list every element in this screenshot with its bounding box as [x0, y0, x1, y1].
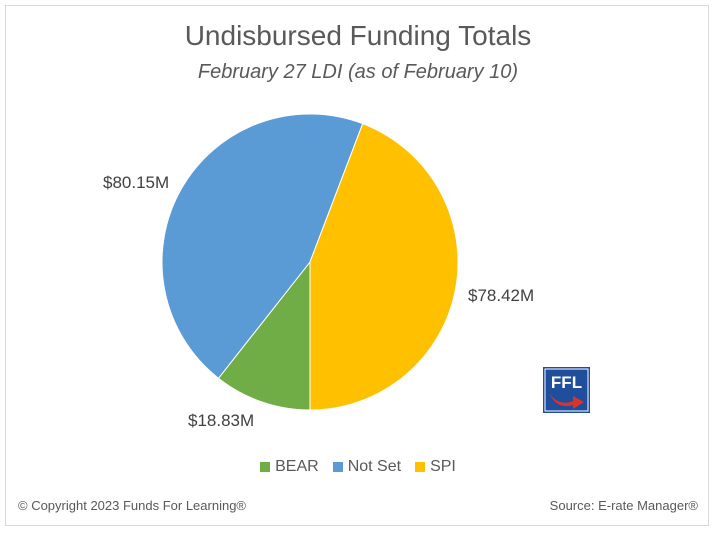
data-label-not-set: $80.15M	[103, 173, 170, 192]
legend-label-spi: SPI	[430, 458, 456, 475]
data-label-bear: $18.83M	[188, 411, 255, 430]
legend-label-bear: BEAR	[275, 458, 319, 475]
data-label-spi: $78.42M	[468, 286, 535, 305]
chart-subtitle: February 27 LDI (as of February 10)	[197, 61, 519, 83]
legend-label-not-set: Not Set	[347, 458, 402, 475]
legend-item-bear: BEAR	[260, 458, 319, 476]
chart-title: Undisbursed Funding Totals	[184, 20, 532, 51]
pie-slice-spi	[309, 123, 459, 411]
copyright-text: © Copyright 2023 Funds For Learning®	[18, 498, 247, 513]
ffl-logo: FFL	[543, 367, 590, 413]
legend-swatch-not-set	[332, 462, 343, 472]
pie-slice-bear	[217, 260, 311, 411]
source-text: Source: E-rate Manager®	[549, 498, 698, 513]
pie-slice-not-set	[161, 113, 364, 379]
legend-swatch-spi	[415, 462, 426, 472]
svg-text:FFL: FFL	[551, 373, 582, 392]
legend-item-spi: SPI	[415, 458, 456, 476]
chart-legend: BEAR Not Set SPI	[0, 458, 716, 476]
legend-swatch-bear	[260, 462, 271, 472]
legend-item-not-set: Not Set	[332, 458, 402, 476]
